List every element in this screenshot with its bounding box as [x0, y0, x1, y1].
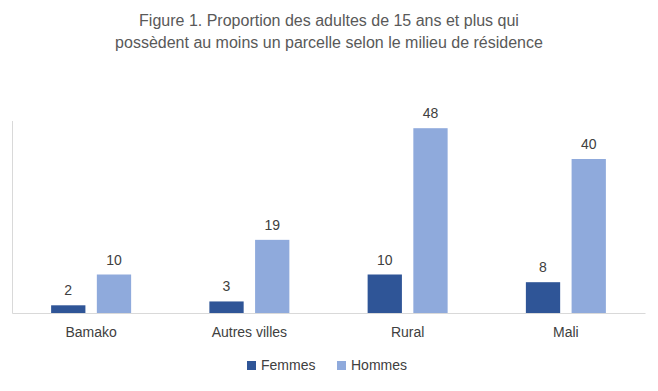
- bar: [51, 305, 85, 313]
- bar: [526, 282, 560, 313]
- legend-label: Femmes: [261, 357, 315, 373]
- data-label: 10: [377, 252, 393, 268]
- data-labels: 2 3 10 8 10 19 48 40: [64, 105, 596, 298]
- bar: [572, 159, 606, 313]
- data-label: 2: [64, 282, 72, 298]
- legend-swatch: [337, 361, 346, 370]
- chart: Figure 1. Proportion des adultes de 15 a…: [0, 0, 658, 391]
- legend-swatch: [247, 361, 256, 370]
- x-tick: Autres villes: [212, 313, 287, 340]
- bar: [368, 275, 402, 314]
- bar: [255, 240, 289, 313]
- bars: [51, 128, 606, 313]
- legend: Femmes Hommes: [247, 357, 407, 373]
- bar: [97, 275, 131, 314]
- x-tick: Rural: [391, 313, 424, 340]
- x-tick: Bamako: [65, 313, 117, 340]
- bar: [413, 128, 447, 313]
- y-axis-line: [12, 121, 13, 314]
- data-label: 40: [581, 136, 597, 152]
- data-label: 48: [423, 105, 439, 121]
- x-tick: Mali: [553, 313, 579, 340]
- legend-label: Hommes: [351, 357, 407, 373]
- bar: [209, 301, 243, 313]
- y-axis: [12, 121, 13, 314]
- data-label: 10: [106, 252, 122, 268]
- data-label: 19: [264, 217, 280, 233]
- title: Figure 1. Proportion des adultes de 15 a…: [115, 12, 543, 51]
- x-tick-label: Bamako: [65, 324, 117, 340]
- title-line: possèdent au moins un parcelle selon le …: [115, 34, 543, 51]
- x-tick-label: Rural: [391, 324, 424, 340]
- data-label: 8: [539, 259, 547, 275]
- x-tick-label: Mali: [553, 324, 579, 340]
- title-line: Figure 1. Proportion des adultes de 15 a…: [139, 12, 519, 29]
- x-axis: Bamako Autres villes Rural Mali: [13, 313, 646, 340]
- x-tick-label: Autres villes: [212, 324, 287, 340]
- data-label: 3: [223, 278, 231, 294]
- x-axis-line: [13, 313, 646, 314]
